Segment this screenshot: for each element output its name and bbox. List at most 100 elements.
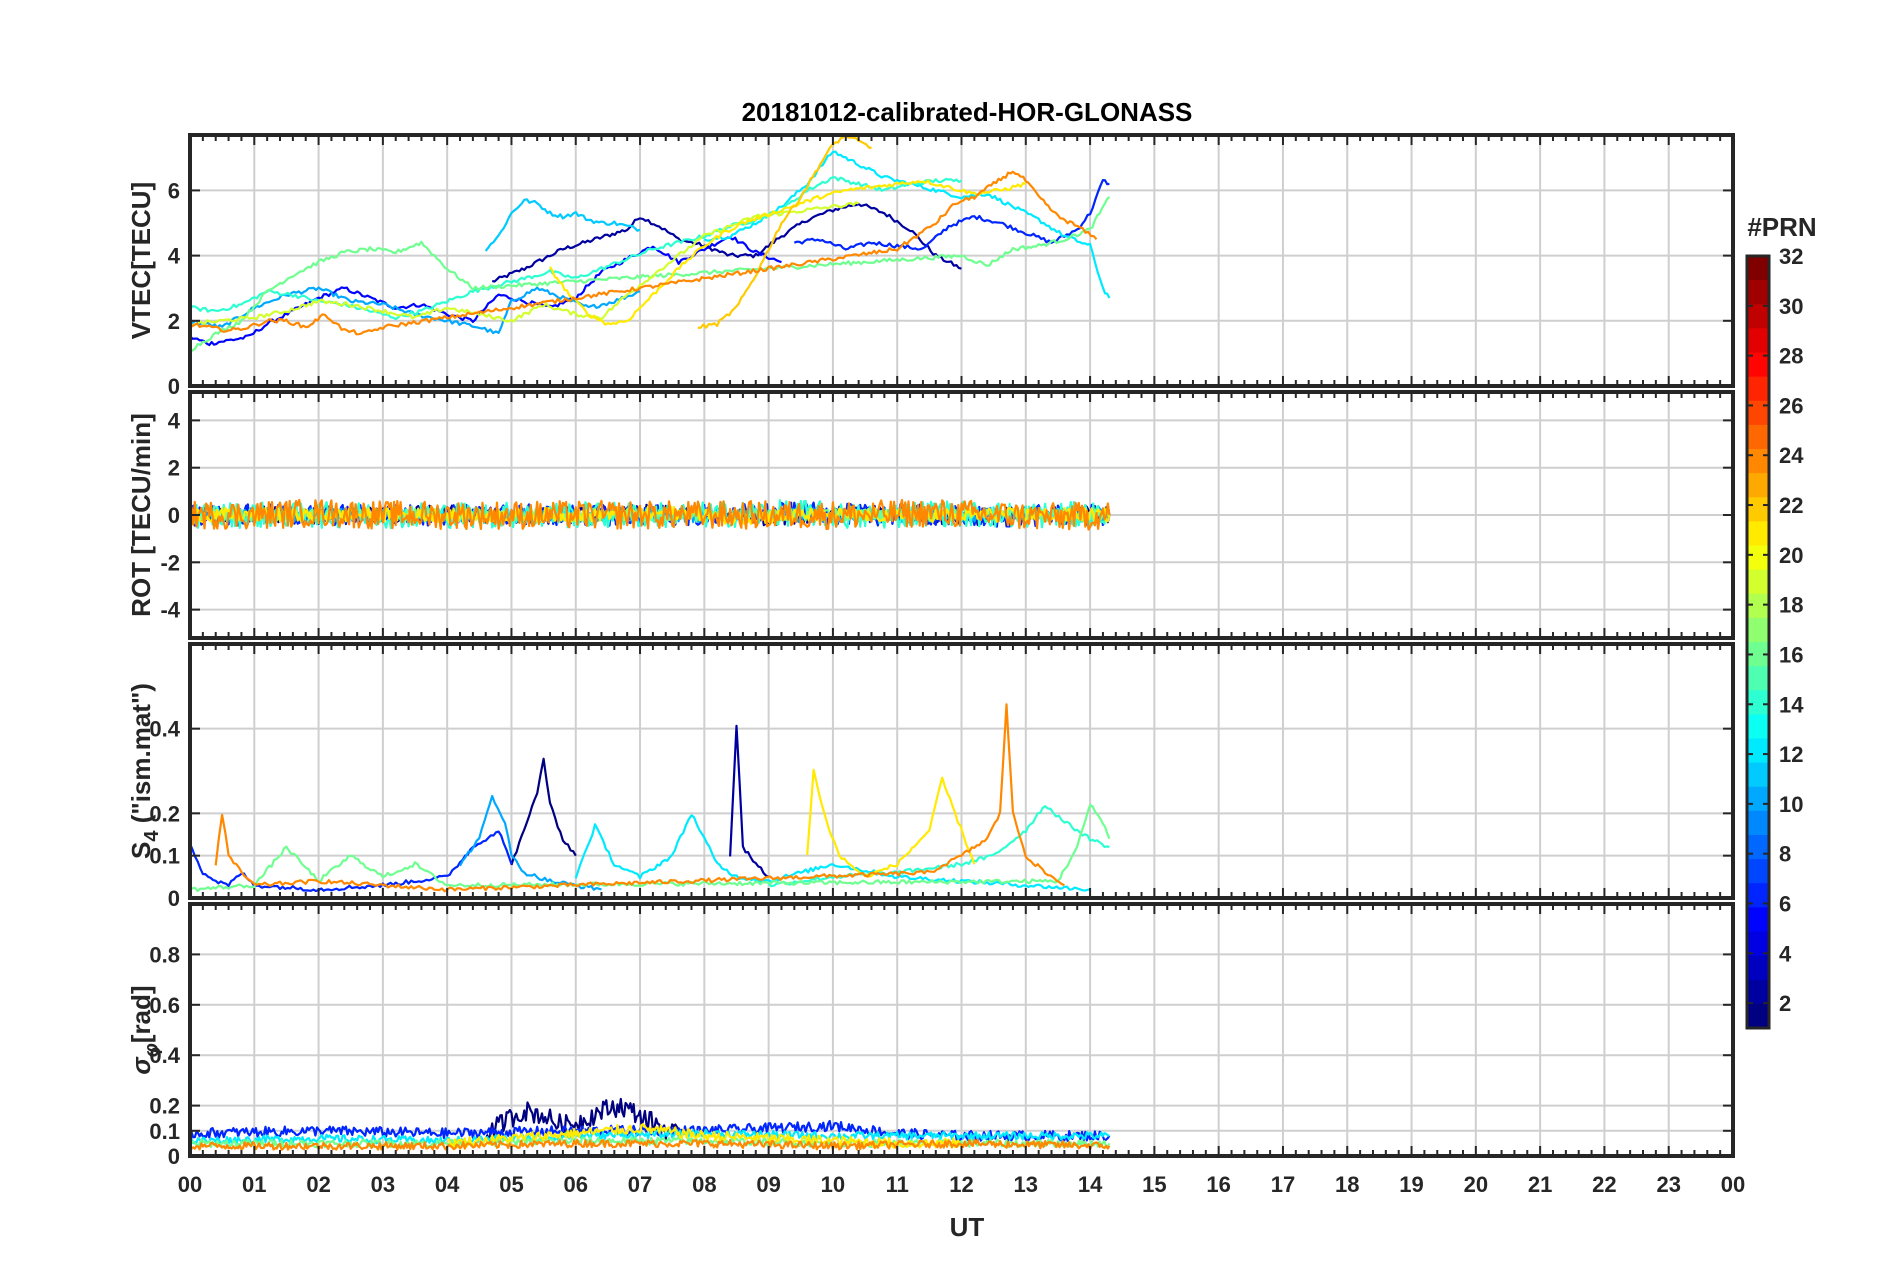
- x-tick-label: 03: [371, 1172, 395, 1197]
- x-tick-label: 02: [306, 1172, 330, 1197]
- series-prn-2-s4: [729, 724, 770, 878]
- series-prn-2-vtec: [492, 203, 962, 283]
- colorbar-segment: [1747, 280, 1769, 305]
- x-tick-label: 15: [1142, 1172, 1166, 1197]
- x-tick-label: 12: [949, 1172, 973, 1197]
- y-axis-label-sigma: σφ[rad]: [126, 985, 163, 1074]
- x-tick-label: 00: [1721, 1172, 1745, 1197]
- colorbar-tick-label: 2: [1779, 991, 1791, 1016]
- colorbar-segment: [1747, 907, 1769, 933]
- colorbar-tick-label: 28: [1779, 344, 1803, 369]
- x-tick-label: 10: [821, 1172, 845, 1197]
- panel-s4: 00.10.20.4S4 ("ism.mat"): [126, 642, 1735, 911]
- colorbar-segment: [1747, 376, 1769, 402]
- y-tick-label-rot: 4: [168, 408, 181, 433]
- y-axis-label-sub: φ: [141, 1043, 163, 1057]
- x-ticks-vtec: [189, 135, 1734, 386]
- colorbar-tick-label: 22: [1779, 493, 1803, 518]
- chart-title: 20181012-calibrated-HOR-GLONASS: [742, 97, 1193, 127]
- colorbar-tick-label: 14: [1779, 692, 1804, 717]
- y-axis-label-rest: ("ism.mat"): [126, 683, 156, 830]
- colorbar-tick-label: 16: [1779, 642, 1803, 667]
- y-tick-label-s4: 0: [168, 886, 180, 911]
- x-tick-label: 08: [692, 1172, 716, 1197]
- colorbar-segment: [1747, 690, 1769, 715]
- colorbar-segment: [1747, 449, 1769, 474]
- x-tick-label: 07: [628, 1172, 652, 1197]
- x-axis-label: UT: [950, 1212, 985, 1242]
- x-tick-label: 20: [1464, 1172, 1488, 1197]
- colorbar-segment: [1747, 256, 1769, 281]
- series-prn-24-s4: [214, 703, 1065, 893]
- colorbar-segment: [1747, 304, 1769, 329]
- colorbar-tick-label: 30: [1779, 294, 1803, 319]
- colorbar-frame: [1745, 254, 1771, 1030]
- series-prn-1-s4: [510, 757, 577, 866]
- colorbar-segment: [1747, 883, 1769, 908]
- colorbar-segment: [1747, 1003, 1769, 1029]
- x-tick-label: 18: [1335, 1172, 1359, 1197]
- x-tick-label: 05: [499, 1172, 523, 1197]
- x-tick-label: 13: [1014, 1172, 1038, 1197]
- x-tick-label: 16: [1206, 1172, 1230, 1197]
- colorbar-segment: [1747, 569, 1769, 595]
- series-prn-5-vtec: [190, 236, 782, 347]
- y-tick-label-vtec: 0: [168, 374, 180, 399]
- colorbar-segment: [1747, 424, 1769, 450]
- colorbar-tick-label: 32: [1779, 244, 1803, 269]
- y-tick-label-sigma: 0.4: [149, 1043, 180, 1068]
- y-tick-label-rot: 0: [168, 503, 180, 528]
- y-tick-label-sigma: 0.1: [149, 1119, 180, 1144]
- colorbar-segment: [1747, 786, 1769, 812]
- x-ticks-rot: [189, 392, 1734, 638]
- x-tick-label: 19: [1399, 1172, 1423, 1197]
- y-axis-label-main: S: [126, 842, 156, 859]
- colorbar-tick-label: 26: [1779, 393, 1803, 418]
- series-prn-24-sigma: [190, 1138, 1111, 1151]
- colorbar-segment: [1747, 352, 1769, 378]
- x-tick-label: 06: [564, 1172, 588, 1197]
- colorbar-tick-label: 12: [1779, 742, 1803, 767]
- y-tick-label-s4: 0.4: [149, 717, 180, 742]
- x-tick-label: 11: [886, 1172, 909, 1197]
- x-tick-label: 01: [242, 1172, 266, 1197]
- colorbar-segment: [1747, 859, 1769, 884]
- colorbar-segment: [1747, 810, 1769, 836]
- colorbar-segment: [1747, 666, 1769, 691]
- series-prn-16-s4: [190, 803, 1111, 893]
- y-tick-label-vtec: 2: [168, 309, 180, 334]
- y-tick-label-sigma: 0: [168, 1144, 180, 1169]
- colorbar-segment: [1747, 738, 1769, 764]
- colorbar-tick-label: 8: [1779, 842, 1791, 867]
- y-tick-label-vtec: 4: [168, 244, 181, 269]
- panel-rot: -4 -2 0 2 4 ROT [TECU/min]: [126, 390, 1735, 640]
- series-prn-24-rot: [190, 498, 1111, 531]
- y-tick-label-vtec: 6: [168, 178, 180, 203]
- y-axis-label-vtec: VTEC[TECU]: [126, 182, 156, 339]
- colorbar-segment: [1747, 955, 1769, 981]
- colorbar-tick-label: 18: [1779, 593, 1803, 618]
- colorbar-tick-label: 10: [1779, 792, 1803, 817]
- y-tick-label-sigma: 0.2: [149, 1094, 180, 1119]
- series-prn-24-vtec: [190, 170, 1098, 336]
- y-axis-label-rest: [rad]: [126, 985, 156, 1043]
- x-tick-label: 14: [1078, 1172, 1103, 1197]
- colorbar-segment: [1747, 617, 1769, 643]
- x-tick-label: 23: [1656, 1172, 1680, 1197]
- series-prn-6-vtec: [793, 179, 1110, 251]
- x-tick-labels: 00 01 02 03 04 05 06 07 08 09 10 11 12 13 14 15 16 17 18 19…: [178, 1172, 1745, 1197]
- x-tick-label: 21: [1528, 1172, 1552, 1197]
- series-group-vtec: [190, 135, 1111, 353]
- series-group-rot: [190, 498, 1111, 531]
- colorbar-segment: [1747, 642, 1769, 667]
- series-prn-14-s4: [767, 805, 1110, 888]
- y-tick-label-s4: 0.1: [149, 844, 180, 869]
- colorbar-segment: [1747, 931, 1769, 957]
- colorbar-segment: [1747, 473, 1769, 498]
- y-tick-label-rot: 2: [168, 456, 180, 481]
- y-tick-label-sigma: 0.6: [149, 993, 180, 1018]
- y-tick-label-rot: -4: [160, 598, 180, 623]
